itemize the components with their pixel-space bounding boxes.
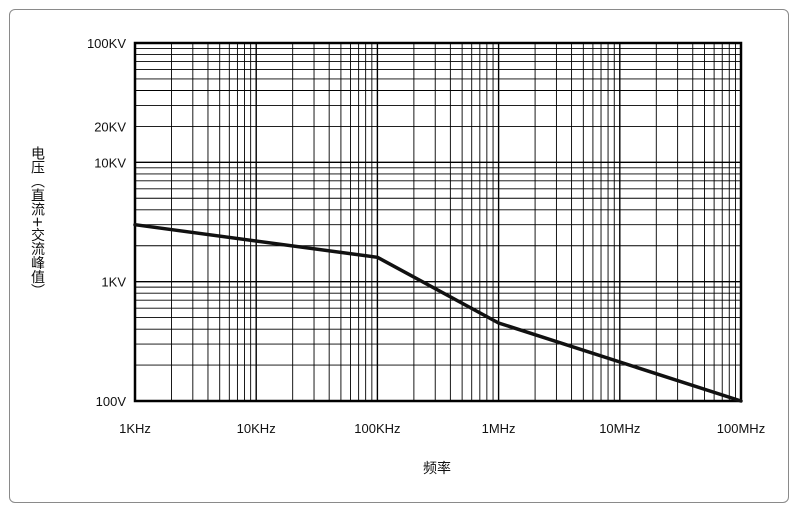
- x-tick-label: 1KHz: [119, 421, 151, 436]
- grid-lines: [133, 41, 743, 403]
- x-axis-label: 频率: [423, 460, 451, 477]
- y-tick-label: 1KV: [101, 275, 126, 290]
- series-line: [133, 222, 743, 403]
- x-tick-label: 10KHz: [237, 421, 276, 436]
- x-tick-label: 100MHz: [717, 421, 765, 436]
- y-tick-label: 100V: [96, 394, 127, 409]
- x-tick-labels: 1KHz 10KHz 100KHz 1MHz 10MHz 100MHz: [119, 421, 765, 436]
- y-tick-label: 100KV: [87, 36, 126, 51]
- x-tick-label: 100KHz: [354, 421, 400, 436]
- x-tick-label: 10MHz: [599, 421, 640, 436]
- chart-frame: [9, 9, 789, 503]
- y-tick-labels: 100V 1KV 10KV 20KV 100KV: [87, 36, 126, 409]
- y-tick-label: 10KV: [94, 155, 126, 170]
- plot-area: [133, 222, 743, 403]
- plot-border: [133, 41, 743, 403]
- y-axis-label: 电压（直流+交流峰值）: [29, 146, 45, 298]
- y-tick-label: 20KV: [94, 119, 126, 134]
- x-tick-label: 1MHz: [482, 421, 516, 436]
